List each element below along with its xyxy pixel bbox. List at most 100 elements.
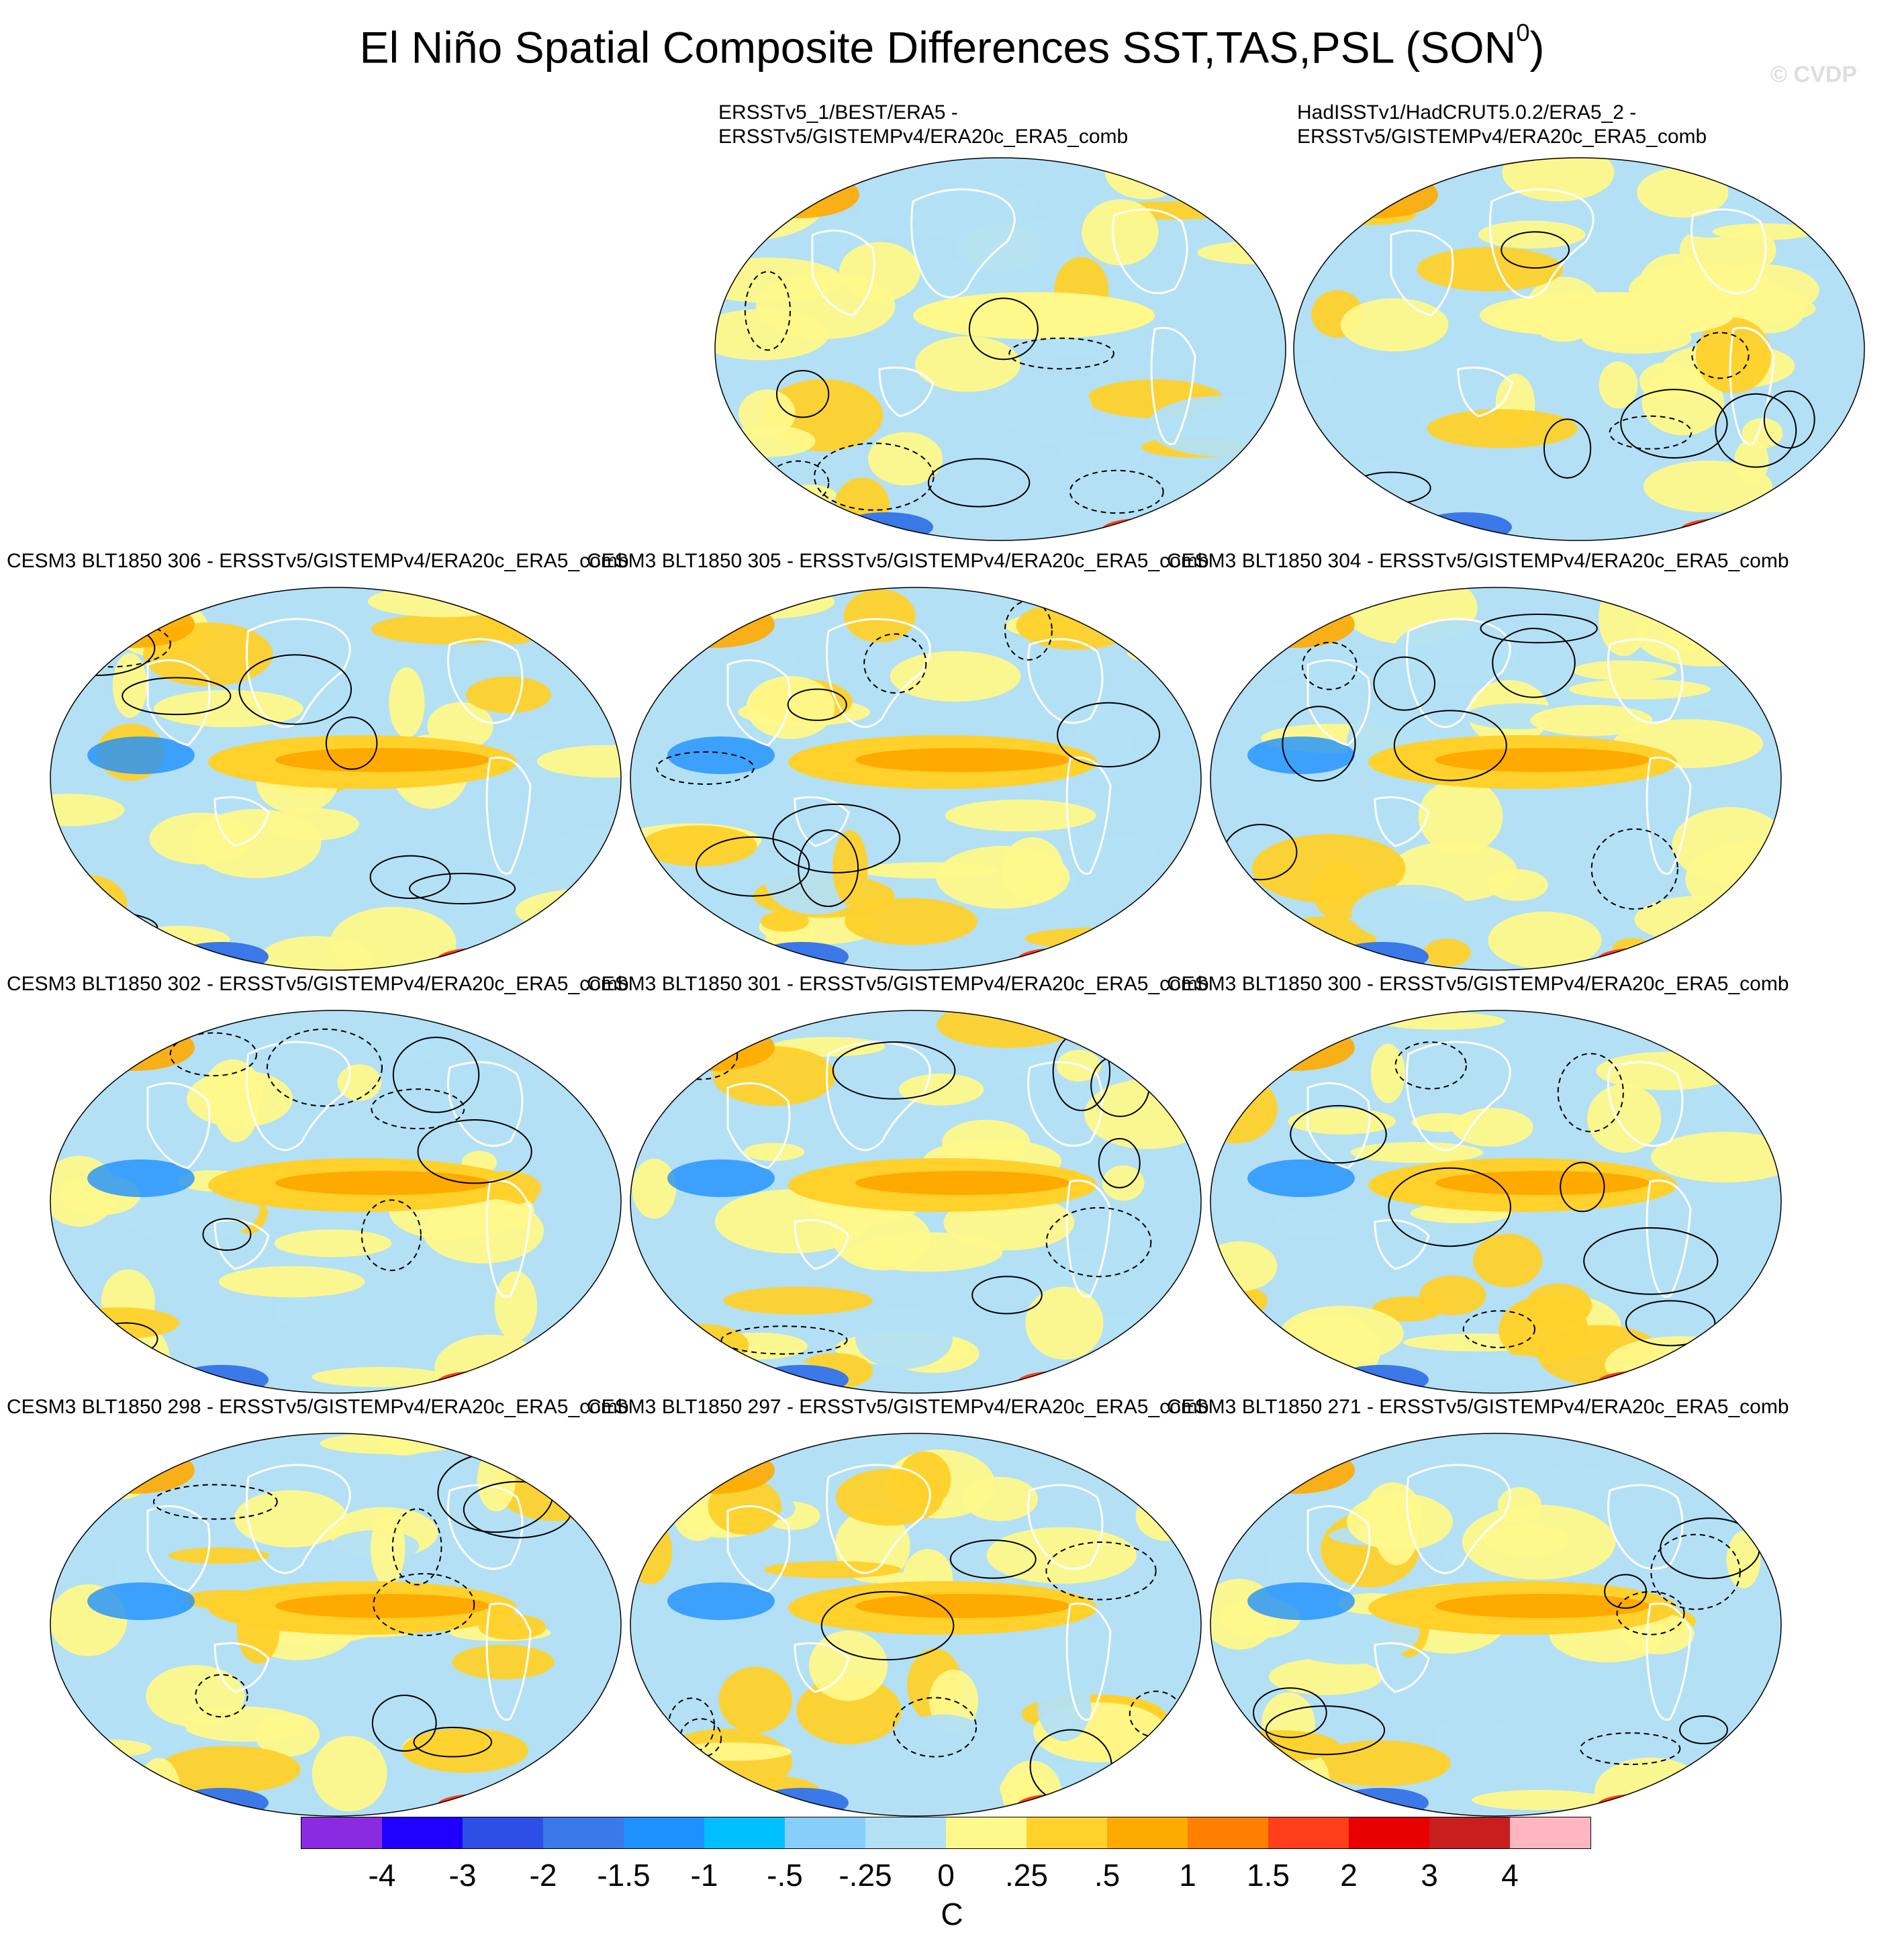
anomaly-map [50, 587, 622, 971]
continent-outline [726, 659, 791, 747]
colorbar-box [865, 1817, 946, 1848]
colorbar-tick-label: 2 [1340, 1858, 1358, 1893]
anomaly-patch [932, 182, 1037, 226]
enso-core [855, 1594, 1070, 1618]
continent-outline [1607, 1484, 1684, 1570]
northern-warm [1234, 1024, 1355, 1071]
anomaly-patch [1210, 1326, 1298, 1390]
antarctic-warm [1016, 1371, 1097, 1393]
colorbar-tick-label: -.5 [767, 1858, 803, 1893]
anomaly-patch [466, 676, 551, 714]
panel-label: HadISSTv1/HadCRUT5.0.2/ERA5_2 - ERSSTv5/G… [1297, 101, 1707, 148]
psl-contour [1650, 1533, 1741, 1610]
anomaly-patch [1286, 658, 1399, 683]
antarctic-warm [1680, 518, 1760, 540]
anomaly-patch [1025, 1286, 1104, 1360]
anomaly-patch [50, 1350, 133, 1392]
psl-contour [1625, 1300, 1716, 1347]
continent-outline [1646, 1179, 1692, 1298]
psl-contour [820, 1590, 955, 1661]
anomaly-patch [1572, 660, 1677, 681]
enso-core [1435, 1171, 1650, 1195]
anomaly-patch [169, 1547, 270, 1564]
anomaly-patch [1544, 1465, 1602, 1482]
continent-outline [878, 367, 935, 418]
psl-contour [325, 716, 378, 770]
map-border [1210, 1010, 1782, 1394]
psl-contour [656, 751, 755, 785]
map-border [1210, 587, 1782, 971]
map-field [50, 1433, 621, 1816]
continent-outline [826, 1041, 931, 1151]
anomaly-patch [936, 845, 1070, 909]
colorbar-box [1349, 1817, 1429, 1848]
colorbar-tick-label: -1 [690, 1858, 718, 1893]
enso-core [1435, 748, 1650, 772]
map-field [630, 1433, 1201, 1816]
anomaly-patch [254, 1713, 320, 1757]
anomaly-patch [401, 1727, 528, 1773]
anomaly-patch [1644, 461, 1773, 513]
continent-outline [726, 1505, 791, 1593]
anomaly-patch [1451, 1108, 1533, 1147]
map-panel-cesm3-300: CESM3 BLT1850 300 - ERSSTv5/GISTEMPv4/ER… [1167, 972, 1798, 1394]
psl-contour [1069, 469, 1164, 514]
anomaly-patch [392, 1470, 452, 1488]
continent-outline [1306, 1082, 1371, 1170]
indian-ocean-cold [667, 1159, 775, 1197]
psl-contour [413, 1726, 493, 1758]
psl-contour [369, 855, 451, 899]
anomaly-patch [1472, 1790, 1607, 1811]
anomaly-patch [50, 874, 128, 936]
anomaly-patch [320, 1433, 457, 1454]
anomaly-patch [1378, 1012, 1505, 1030]
anomaly-patch [1488, 911, 1602, 969]
enso-core [275, 748, 490, 772]
anomaly-patch [1419, 1275, 1486, 1316]
anomaly-patch [1462, 1505, 1616, 1580]
map-panel-cesm3-302: CESM3 BLT1850 302 - ERSSTv5/GISTEMPv4/ER… [7, 972, 638, 1394]
indian-ocean-cold [87, 737, 195, 774]
anomaly-patch [477, 1448, 516, 1512]
continent-outline [1065, 1179, 1112, 1298]
anomaly-patch [1289, 1752, 1331, 1816]
anomaly-map [714, 157, 1286, 541]
map-field [1210, 1433, 1781, 1816]
anomaly-patch [1525, 1283, 1592, 1328]
anomaly-patch [1210, 587, 1356, 615]
map-border [1210, 1433, 1782, 1817]
colorbar-box [1188, 1817, 1268, 1848]
continent-outline [1065, 756, 1112, 875]
anomaly-patch [1472, 1233, 1543, 1288]
antarctic-warm [1597, 1794, 1677, 1816]
anomaly-patch [494, 1271, 538, 1341]
anomaly-patch [992, 375, 1080, 434]
anomaly-patch [642, 941, 716, 961]
indian-ocean-cold [667, 1582, 775, 1620]
psl-contour [152, 1484, 278, 1520]
map-border [50, 587, 622, 971]
continent-outline [447, 1484, 524, 1570]
anomaly-patch [1249, 922, 1288, 970]
antarctic-cold [175, 1365, 269, 1393]
anomaly-patch [1641, 369, 1725, 436]
psl-contour [417, 1119, 532, 1184]
colorbar-box [1027, 1817, 1107, 1848]
cvdp-watermark: © CVDP [1770, 62, 1857, 87]
psl-contour [1045, 1541, 1157, 1601]
continent-outline [1457, 367, 1513, 418]
continent-outline [146, 1082, 211, 1170]
psl-contour [744, 271, 791, 351]
enso-core [275, 1594, 490, 1618]
continent-outline [1406, 1464, 1511, 1574]
northern-warm [74, 1024, 195, 1071]
anomaly-patch [654, 1323, 749, 1366]
anomaly-patch [1487, 869, 1548, 901]
anomaly-patch [120, 587, 185, 625]
colorbar: -4 -3 -2 -1.5 -1 -.5 -.25 0 .25 .5 1 1.5 2 3 4 C [301, 1817, 1591, 1932]
psl-contour [814, 442, 935, 511]
antarctic-warm [1597, 1371, 1677, 1393]
colorbar-tick-label: -2 [529, 1858, 557, 1893]
psl-contour [863, 633, 927, 694]
colorbar-tick-label: -3 [448, 1858, 477, 1893]
